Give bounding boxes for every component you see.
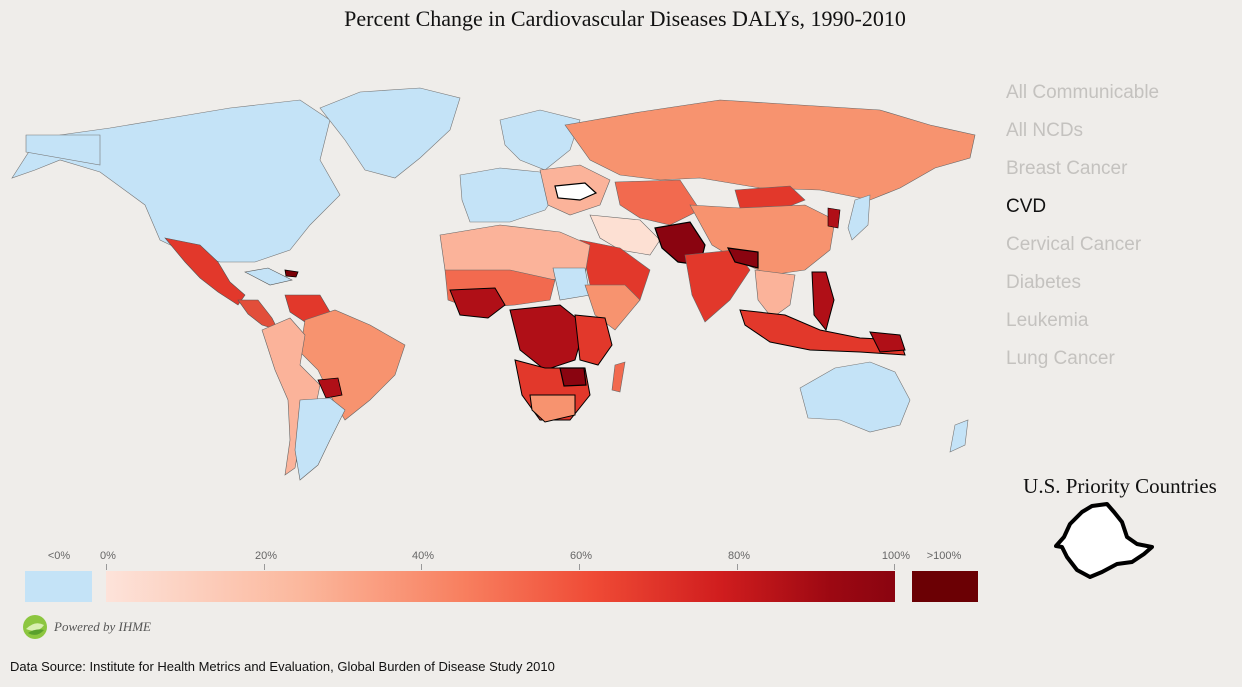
region-western-europe[interactable]	[459, 167, 561, 223]
legend-tick	[579, 564, 580, 570]
region-zimbabwe[interactable]	[559, 367, 587, 387]
region-ukraine-outline[interactable]	[554, 182, 598, 201]
menu-item-cvd[interactable]: CVD	[1006, 196, 1047, 217]
menu-item-all-ncds[interactable]: All NCDs	[1006, 120, 1084, 141]
legend-label-negative: <0%	[47, 550, 71, 562]
region-southeast-asia[interactable]	[754, 269, 796, 319]
region-new-zealand[interactable]	[949, 419, 969, 453]
powered-by[interactable]: Powered by IHME	[22, 614, 151, 640]
legend-tick	[106, 564, 107, 570]
region-argentina[interactable]	[294, 397, 346, 481]
region-sudan[interactable]	[552, 267, 591, 301]
map-title: Percent Change in Cardiovascular Disease…	[344, 6, 906, 31]
menu-item-all-communicable[interactable]: All Communicable	[1006, 82, 1160, 103]
region-australia[interactable]	[799, 361, 911, 433]
region-papua[interactable]	[869, 331, 906, 353]
legend-swatch-over-100	[912, 571, 978, 602]
world-map[interactable]	[0, 80, 1000, 485]
region-paraguay[interactable]	[317, 377, 343, 399]
priority-countries-title: U.S. Priority Countries	[1023, 474, 1217, 498]
region-nepal-bangladesh[interactable]	[726, 247, 759, 269]
legend-tick	[894, 564, 895, 570]
region-horn-africa[interactable]	[584, 284, 641, 331]
legend-tick	[264, 564, 265, 570]
region-east-africa[interactable]	[574, 314, 613, 366]
legend-label-80: 80%	[727, 550, 751, 562]
region-central-asia[interactable]	[614, 179, 701, 226]
disease-menu: All Communicable All NCDs Breast Cancer …	[1006, 80, 1159, 384]
region-greenland[interactable]	[319, 87, 461, 179]
region-south-africa[interactable]	[529, 394, 576, 423]
legend-label-over: >100%	[926, 550, 962, 562]
ihme-logo-icon	[23, 615, 47, 639]
region-haiti[interactable]	[284, 269, 299, 278]
region-madagascar[interactable]	[611, 361, 626, 393]
region-korea[interactable]	[827, 207, 841, 229]
data-source: Data Source: Institute for Health Metric…	[10, 659, 555, 674]
menu-item-breast-cancer[interactable]: Breast Cancer	[1006, 158, 1128, 179]
menu-item-diabetes[interactable]: Diabetes	[1006, 272, 1081, 293]
menu-item-leukemia[interactable]: Leukemia	[1006, 310, 1089, 331]
legend-gradient-bar	[106, 571, 895, 602]
region-caribbean[interactable]	[244, 267, 293, 286]
region-japan[interactable]	[847, 194, 871, 241]
legend-tick	[737, 564, 738, 570]
region-west-africa[interactable]	[449, 287, 506, 319]
legend-label-100: 100%	[881, 550, 911, 562]
region-philippines[interactable]	[811, 271, 835, 332]
menu-item-lung-cancer[interactable]: Lung Cancer	[1006, 348, 1115, 369]
region-russia[interactable]	[564, 99, 976, 201]
region-brazil[interactable]	[299, 309, 406, 421]
legend-label-0: 0%	[100, 550, 116, 562]
legend-swatch-negative	[25, 571, 92, 602]
region-indonesia[interactable]	[739, 309, 906, 356]
legend-label-20: 20%	[254, 550, 278, 562]
menu-item-cervical-cancer[interactable]: Cervical Cancer	[1006, 234, 1142, 255]
region-middle-east[interactable]	[589, 214, 661, 256]
legend-label-60: 60%	[569, 550, 593, 562]
region-scandinavia[interactable]	[499, 109, 581, 171]
region-central-africa[interactable]	[509, 304, 586, 371]
region-canada-usa[interactable]	[11, 99, 341, 263]
region-alaska-cap[interactable]	[25, 134, 101, 166]
powered-by-text: Powered by IHME	[54, 619, 151, 634]
priority-country-outline-icon[interactable]	[1052, 502, 1160, 580]
legend-tick	[421, 564, 422, 570]
legend-label-40: 40%	[411, 550, 435, 562]
